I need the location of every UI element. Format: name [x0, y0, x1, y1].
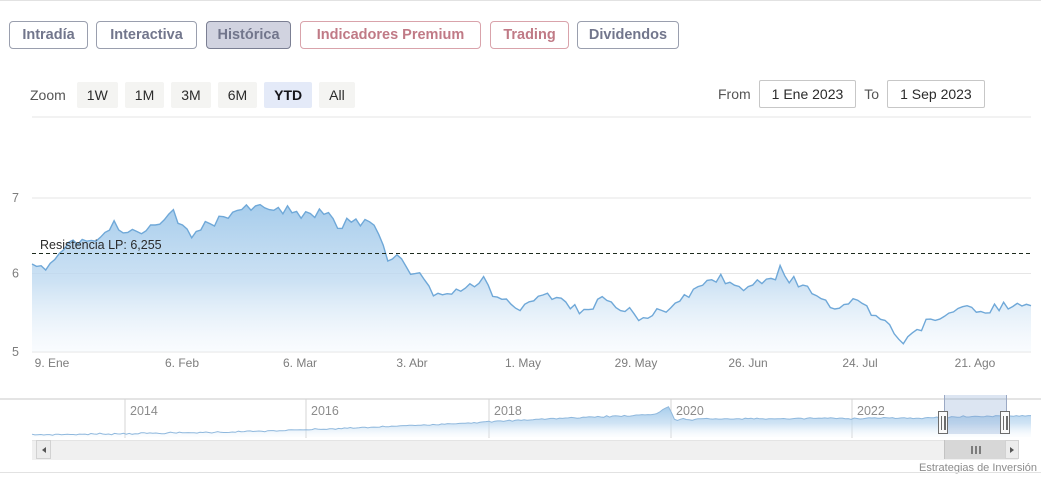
svg-text:Resistencia LP: 6,255: Resistencia LP: 6,255: [40, 238, 162, 252]
svg-text:1. May: 1. May: [505, 356, 541, 370]
svg-text:9. Ene: 9. Ene: [35, 356, 70, 370]
svg-text:2014: 2014: [130, 404, 158, 418]
svg-text:6. Feb: 6. Feb: [165, 356, 199, 370]
svg-text:2020: 2020: [676, 404, 704, 418]
svg-text:26. Jun: 26. Jun: [728, 356, 767, 370]
svg-text:29. May: 29. May: [615, 356, 658, 370]
svg-text:2022: 2022: [857, 404, 885, 418]
svg-text:21. Ago: 21. Ago: [955, 356, 996, 370]
svg-text:2018: 2018: [494, 404, 522, 418]
svg-text:5: 5: [12, 345, 19, 359]
svg-text:6: 6: [12, 267, 19, 281]
svg-text:3. Abr: 3. Abr: [396, 356, 427, 370]
svg-text:7: 7: [12, 191, 19, 205]
svg-text:24. Jul: 24. Jul: [842, 356, 877, 370]
svg-text:2016: 2016: [311, 404, 339, 418]
svg-text:6. Mar: 6. Mar: [283, 356, 317, 370]
